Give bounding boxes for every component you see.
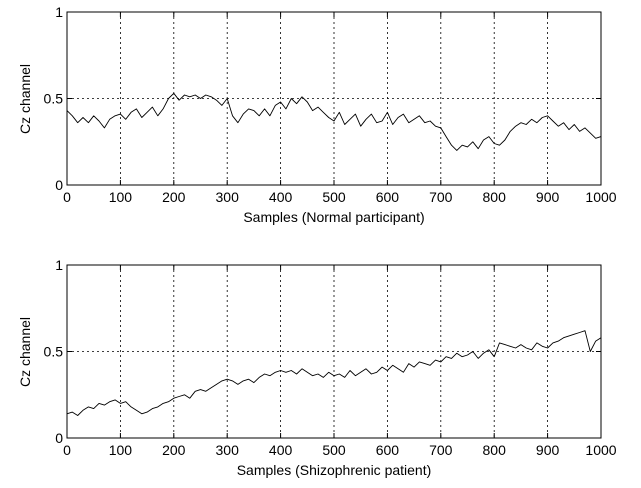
series-line — [66, 92, 602, 151]
x-tick-label: 200 — [162, 189, 186, 205]
top-panel-normal: Cz channel Samples (Normal participant) … — [17, 4, 617, 225]
y-axis-title: Cz channel — [17, 317, 33, 387]
x-tick-label: 100 — [109, 442, 133, 458]
y-tick-label: 1 — [55, 257, 63, 273]
x-tick-label: 1000 — [585, 189, 616, 205]
x-tick-label: 300 — [216, 189, 240, 205]
x-tick-label: 0 — [63, 442, 71, 458]
x-tick-label: 900 — [536, 442, 560, 458]
x-tick-label: 0 — [63, 189, 71, 205]
x-tick-label: 200 — [162, 442, 186, 458]
y-tick-label: 1 — [55, 4, 63, 20]
x-tick-label: 400 — [269, 442, 293, 458]
series-line — [66, 330, 602, 416]
bottom-panel-shizophrenic: Cz channel Samples (Shizophrenic patient… — [17, 257, 617, 478]
x-axis-title: Samples (Shizophrenic patient) — [237, 462, 432, 478]
x-tick-label: 700 — [429, 442, 453, 458]
x-tick-label: 800 — [483, 189, 507, 205]
y-tick-label: 0 — [55, 177, 63, 193]
y-tick-label: 0 — [55, 430, 63, 446]
x-tick-label: 500 — [322, 442, 346, 458]
x-tick-label: 400 — [269, 189, 293, 205]
x-tick-label: 300 — [216, 442, 240, 458]
x-axis-title: Samples (Normal participant) — [243, 209, 424, 225]
plot-frame — [66, 264, 602, 439]
x-tick-label: 500 — [322, 189, 346, 205]
x-tick-label: 800 — [483, 442, 507, 458]
x-tick-label: 1000 — [585, 442, 616, 458]
x-tick-label: 900 — [536, 189, 560, 205]
x-tick-label: 600 — [376, 189, 400, 205]
x-tick-label: 700 — [429, 189, 453, 205]
x-tick-label: 100 — [109, 189, 133, 205]
y-tick-label: 0.5 — [44, 344, 64, 360]
y-tick-label: 0.5 — [44, 91, 64, 107]
y-axis-title: Cz channel — [17, 64, 33, 134]
plot-frame — [66, 11, 602, 186]
x-tick-label: 600 — [376, 442, 400, 458]
